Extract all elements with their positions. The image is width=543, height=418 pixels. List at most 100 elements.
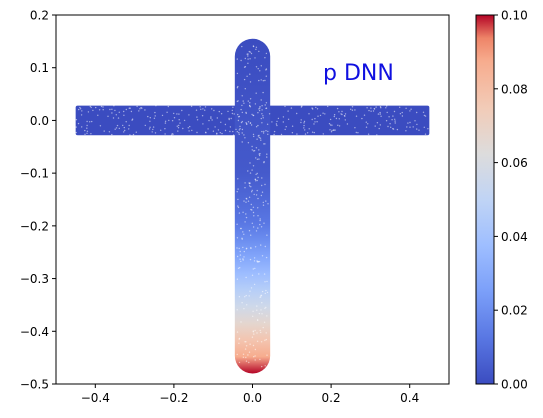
speckle — [252, 211, 255, 214]
speckle — [407, 122, 409, 124]
speckle — [259, 137, 262, 139]
speckle — [335, 117, 338, 120]
speckle — [329, 118, 332, 121]
speckle — [237, 205, 239, 207]
speckle — [188, 130, 190, 132]
speckle — [300, 119, 302, 121]
speckle — [207, 128, 209, 130]
speckle — [388, 116, 390, 118]
speckle — [241, 104, 243, 107]
speckle — [379, 124, 381, 126]
speckle — [354, 109, 356, 111]
speckle — [290, 107, 293, 109]
speckle — [132, 133, 135, 136]
speckle — [261, 122, 263, 124]
speckle — [167, 105, 169, 108]
speckle — [265, 68, 268, 70]
speckle — [86, 130, 89, 132]
speckle — [248, 185, 251, 187]
speckle — [81, 110, 83, 112]
speckle — [263, 321, 266, 323]
speckle — [264, 57, 266, 59]
speckle — [148, 128, 151, 130]
speckle — [244, 341, 246, 343]
speckle — [257, 227, 259, 229]
speckle — [140, 107, 142, 109]
speckle — [258, 154, 261, 157]
speckle — [84, 133, 86, 135]
speckle — [229, 126, 232, 128]
speckle — [138, 110, 140, 112]
speckle — [153, 117, 156, 120]
speckle — [99, 125, 102, 127]
speckle — [259, 296, 261, 298]
speckle — [254, 246, 257, 248]
speckle — [259, 223, 261, 226]
speckle — [164, 122, 167, 124]
speckle — [107, 115, 109, 118]
speckle — [211, 108, 213, 110]
speckle — [213, 109, 215, 112]
speckle — [253, 356, 255, 358]
speckle — [227, 110, 229, 113]
speckle — [254, 103, 257, 105]
speckle — [258, 149, 260, 151]
speckle — [262, 326, 264, 329]
speckle — [77, 122, 80, 125]
speckle — [236, 223, 238, 225]
speckle — [246, 304, 248, 306]
speckle — [333, 114, 336, 116]
speckle — [247, 121, 250, 123]
speckle — [116, 124, 119, 127]
speckle — [245, 201, 247, 203]
speckle — [147, 115, 149, 118]
speckle — [253, 135, 255, 138]
speckle — [285, 126, 287, 128]
speckle — [168, 119, 170, 122]
y-tick-label: −0.4 — [20, 325, 49, 339]
speckle — [338, 125, 341, 127]
speckle — [258, 136, 260, 139]
speckle — [238, 133, 240, 135]
speckle — [238, 296, 241, 298]
speckle — [254, 57, 256, 59]
speckle — [394, 118, 396, 121]
speckle — [260, 294, 262, 297]
speckle — [75, 119, 78, 121]
speckle — [343, 115, 346, 117]
speckle — [111, 108, 113, 111]
speckle — [89, 121, 91, 123]
speckle — [304, 129, 306, 131]
speckle — [231, 109, 233, 112]
speckle — [244, 57, 246, 60]
speckle — [311, 131, 314, 133]
speckle — [155, 105, 157, 107]
speckle — [212, 130, 215, 132]
speckle — [263, 222, 265, 224]
x-tick-label: 0.2 — [322, 391, 341, 405]
speckle — [262, 115, 264, 117]
speckle — [252, 226, 255, 228]
speckle — [247, 354, 249, 356]
speckle — [260, 139, 262, 141]
speckle — [242, 356, 245, 358]
speckle — [238, 212, 241, 214]
speckle — [324, 113, 326, 115]
speckle — [263, 161, 265, 164]
speckle — [245, 213, 247, 215]
speckle — [260, 65, 262, 67]
speckle — [258, 273, 260, 275]
speckle — [118, 111, 121, 114]
speckle — [255, 46, 258, 48]
speckle — [260, 244, 262, 246]
speckle — [247, 53, 249, 55]
speckle — [263, 130, 265, 133]
speckle — [255, 147, 258, 149]
speckle — [252, 133, 255, 136]
speckle — [87, 111, 90, 113]
speckle — [178, 113, 180, 115]
speckle — [144, 109, 146, 111]
speckle — [317, 115, 319, 117]
speckle — [276, 120, 278, 123]
speckle — [248, 295, 250, 297]
